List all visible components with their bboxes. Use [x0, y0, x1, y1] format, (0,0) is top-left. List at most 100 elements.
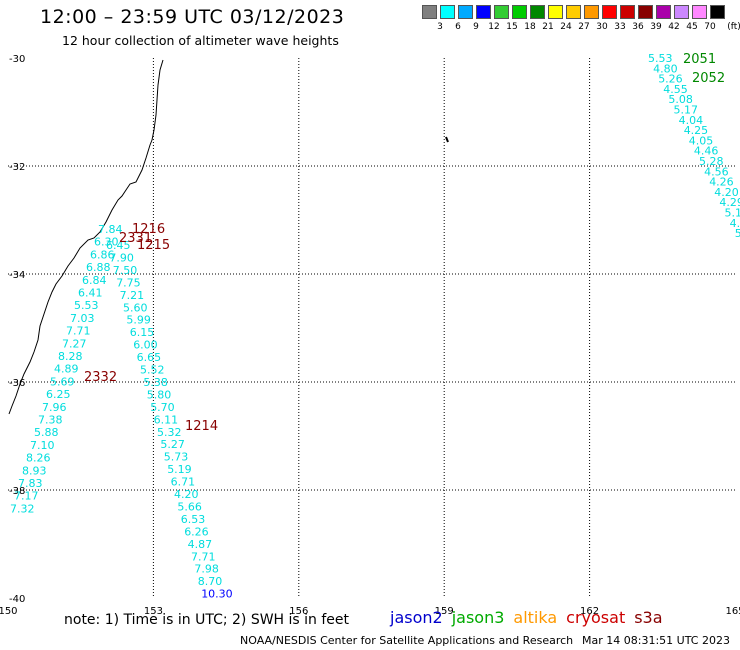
wave-height-label: 7.38: [38, 414, 63, 427]
colorbar-swatch: [692, 5, 707, 19]
colorbar-label: 27: [578, 22, 590, 32]
wave-height-label: 5.99: [126, 314, 150, 327]
wave-height-label: 7.10: [30, 439, 55, 452]
colorbar-label: 36: [632, 22, 644, 32]
lon-tick-label: 150: [0, 606, 18, 617]
colorbar-swatch: [422, 5, 437, 19]
colorbar-swatch: [458, 5, 473, 19]
wave-height-label: 8.28: [58, 350, 83, 363]
wave-height-label: 6.71: [171, 476, 196, 489]
map-title: 12:00 – 23:59 UTC 03/12/2023: [40, 6, 345, 28]
wave-height-label: 7.27: [62, 337, 87, 350]
wave-height-label: 5.1: [725, 207, 740, 220]
lat-lon-grid: [8, 58, 735, 598]
wave-height-label: 6.26: [184, 525, 209, 538]
wave-height-label: 6.25: [46, 388, 71, 401]
track-middle-labels: 6.457.907.507.757.215.605.996.156.006.65…: [106, 239, 233, 601]
wave-height-label: 5.32: [157, 426, 182, 439]
legend-altika: altika: [513, 608, 558, 627]
wave-height-label: 7.17: [14, 490, 39, 503]
wave-height-label: 5.88: [34, 426, 59, 439]
colorbar-label: 9: [473, 22, 479, 32]
wave-height-label: 5.52: [140, 364, 165, 377]
lon-tick-label: 165: [725, 606, 740, 617]
lon-tick-label: 156: [289, 606, 308, 617]
colorbar-swatch: [512, 5, 527, 19]
wave-height-label: 7.98: [194, 563, 219, 576]
wave-height-label: 4.80: [653, 62, 678, 75]
colorbar-label: 70: [704, 22, 716, 32]
wave-height-label: 5.73: [164, 451, 189, 464]
wave-height-label: 4.87: [188, 538, 213, 551]
wave-height-label: 5.17: [674, 104, 699, 117]
wave-height-label: 4.56: [704, 165, 729, 178]
colorbar-label: 24: [560, 22, 572, 32]
colorbar-swatch: [440, 5, 455, 19]
wave-height-label: 4.20: [174, 488, 199, 501]
track-left-labels: 7.846.306.866.886.846.415.537.037.717.27…: [10, 223, 123, 515]
wave-height-label: 7.71: [191, 550, 216, 563]
wave-height-label: 6.65: [137, 351, 162, 364]
colorbar-swatch: [620, 5, 635, 19]
wave-height-label: 6.41: [78, 287, 103, 300]
lon-tick-label: 159: [435, 606, 454, 617]
wave-height-label: 4.89: [54, 363, 79, 376]
colorbar-swatch: [584, 5, 599, 19]
lon-tick-label: 153: [144, 606, 163, 617]
wave-height-label: 5.70: [150, 401, 175, 414]
wave-height-label: 10.30: [201, 588, 233, 601]
wave-height-label: 4.26: [709, 176, 734, 189]
wave-height-label: 7.71: [66, 325, 91, 338]
lat-tick-label: -30: [9, 54, 25, 65]
wave-height-label: 4.: [730, 217, 740, 230]
wave-height-label: 5.66: [177, 500, 202, 513]
colorbar-swatch: [602, 5, 617, 19]
colorbar-label: 15: [506, 22, 518, 32]
wave-height-label: 4.25: [684, 124, 709, 137]
wave-height-label: 6.15: [130, 326, 155, 339]
colorbar-swatch: [566, 5, 581, 19]
coastline: [8, 59, 449, 415]
pass-time-label: 1214: [185, 419, 218, 434]
footer-note: note: 1) Time is in UTC; 2) SWH is in fe…: [64, 612, 350, 628]
wave-height-label: 6.30: [94, 236, 119, 249]
wave-height-label: 5.26: [658, 73, 683, 86]
wave-height-label: 6.88: [86, 261, 111, 274]
wave-height-label: 5.08: [668, 93, 693, 106]
colorbar-label: 30: [596, 22, 608, 32]
wave-height-label: 6.11: [154, 413, 179, 426]
colorbar-label: 12: [488, 22, 500, 32]
lat-tick-label: -40: [9, 594, 25, 605]
wave-height-label: 8.93: [22, 464, 47, 477]
wave-height-label: 7.84: [98, 223, 123, 236]
wave-height-label: 5.: [735, 227, 740, 240]
colorbar-label: 42: [668, 22, 680, 32]
wave-height-label: 7.32: [10, 502, 35, 515]
colorbar-swatch: [710, 5, 725, 19]
satellite-legend: jason2 jason3 altika cryosat s3a: [390, 608, 672, 627]
lat-tick-label: -32: [9, 162, 25, 173]
colorbar-swatch: [548, 5, 563, 19]
colorbar-label: 45: [686, 22, 698, 32]
pass-time-label: 1216: [132, 222, 165, 237]
pass-time-label: 2331: [119, 231, 152, 246]
wave-height-label: 7.75: [116, 276, 141, 289]
legend-s3a: s3a: [634, 608, 663, 627]
colorbar-label: 21: [542, 22, 554, 32]
wave-height-label: 5.38: [143, 376, 168, 389]
colorbar-label: 33: [614, 22, 626, 32]
wave-height-label: 5.27: [160, 438, 185, 451]
wave-height-label: 8.70: [198, 575, 223, 588]
wave-height-label: 4.20: [714, 186, 739, 199]
track-right-labels: 5.534.805.264.555.085.174.044.254.054.46…: [648, 52, 740, 240]
wave-height-label: 5.60: [123, 301, 148, 314]
colorbar-label: 18: [524, 22, 536, 32]
wave-height-label: 7.96: [42, 401, 67, 414]
map-subtitle: 12 hour collection of altimeter wave hei…: [62, 33, 339, 48]
generated-timestamp: Mar 14 08:31:51 UTC 2023: [582, 634, 730, 647]
colorbar-label: 6: [455, 22, 461, 32]
wave-height-label: 6.84: [82, 274, 107, 287]
wave-height-label: 5.19: [167, 463, 192, 476]
